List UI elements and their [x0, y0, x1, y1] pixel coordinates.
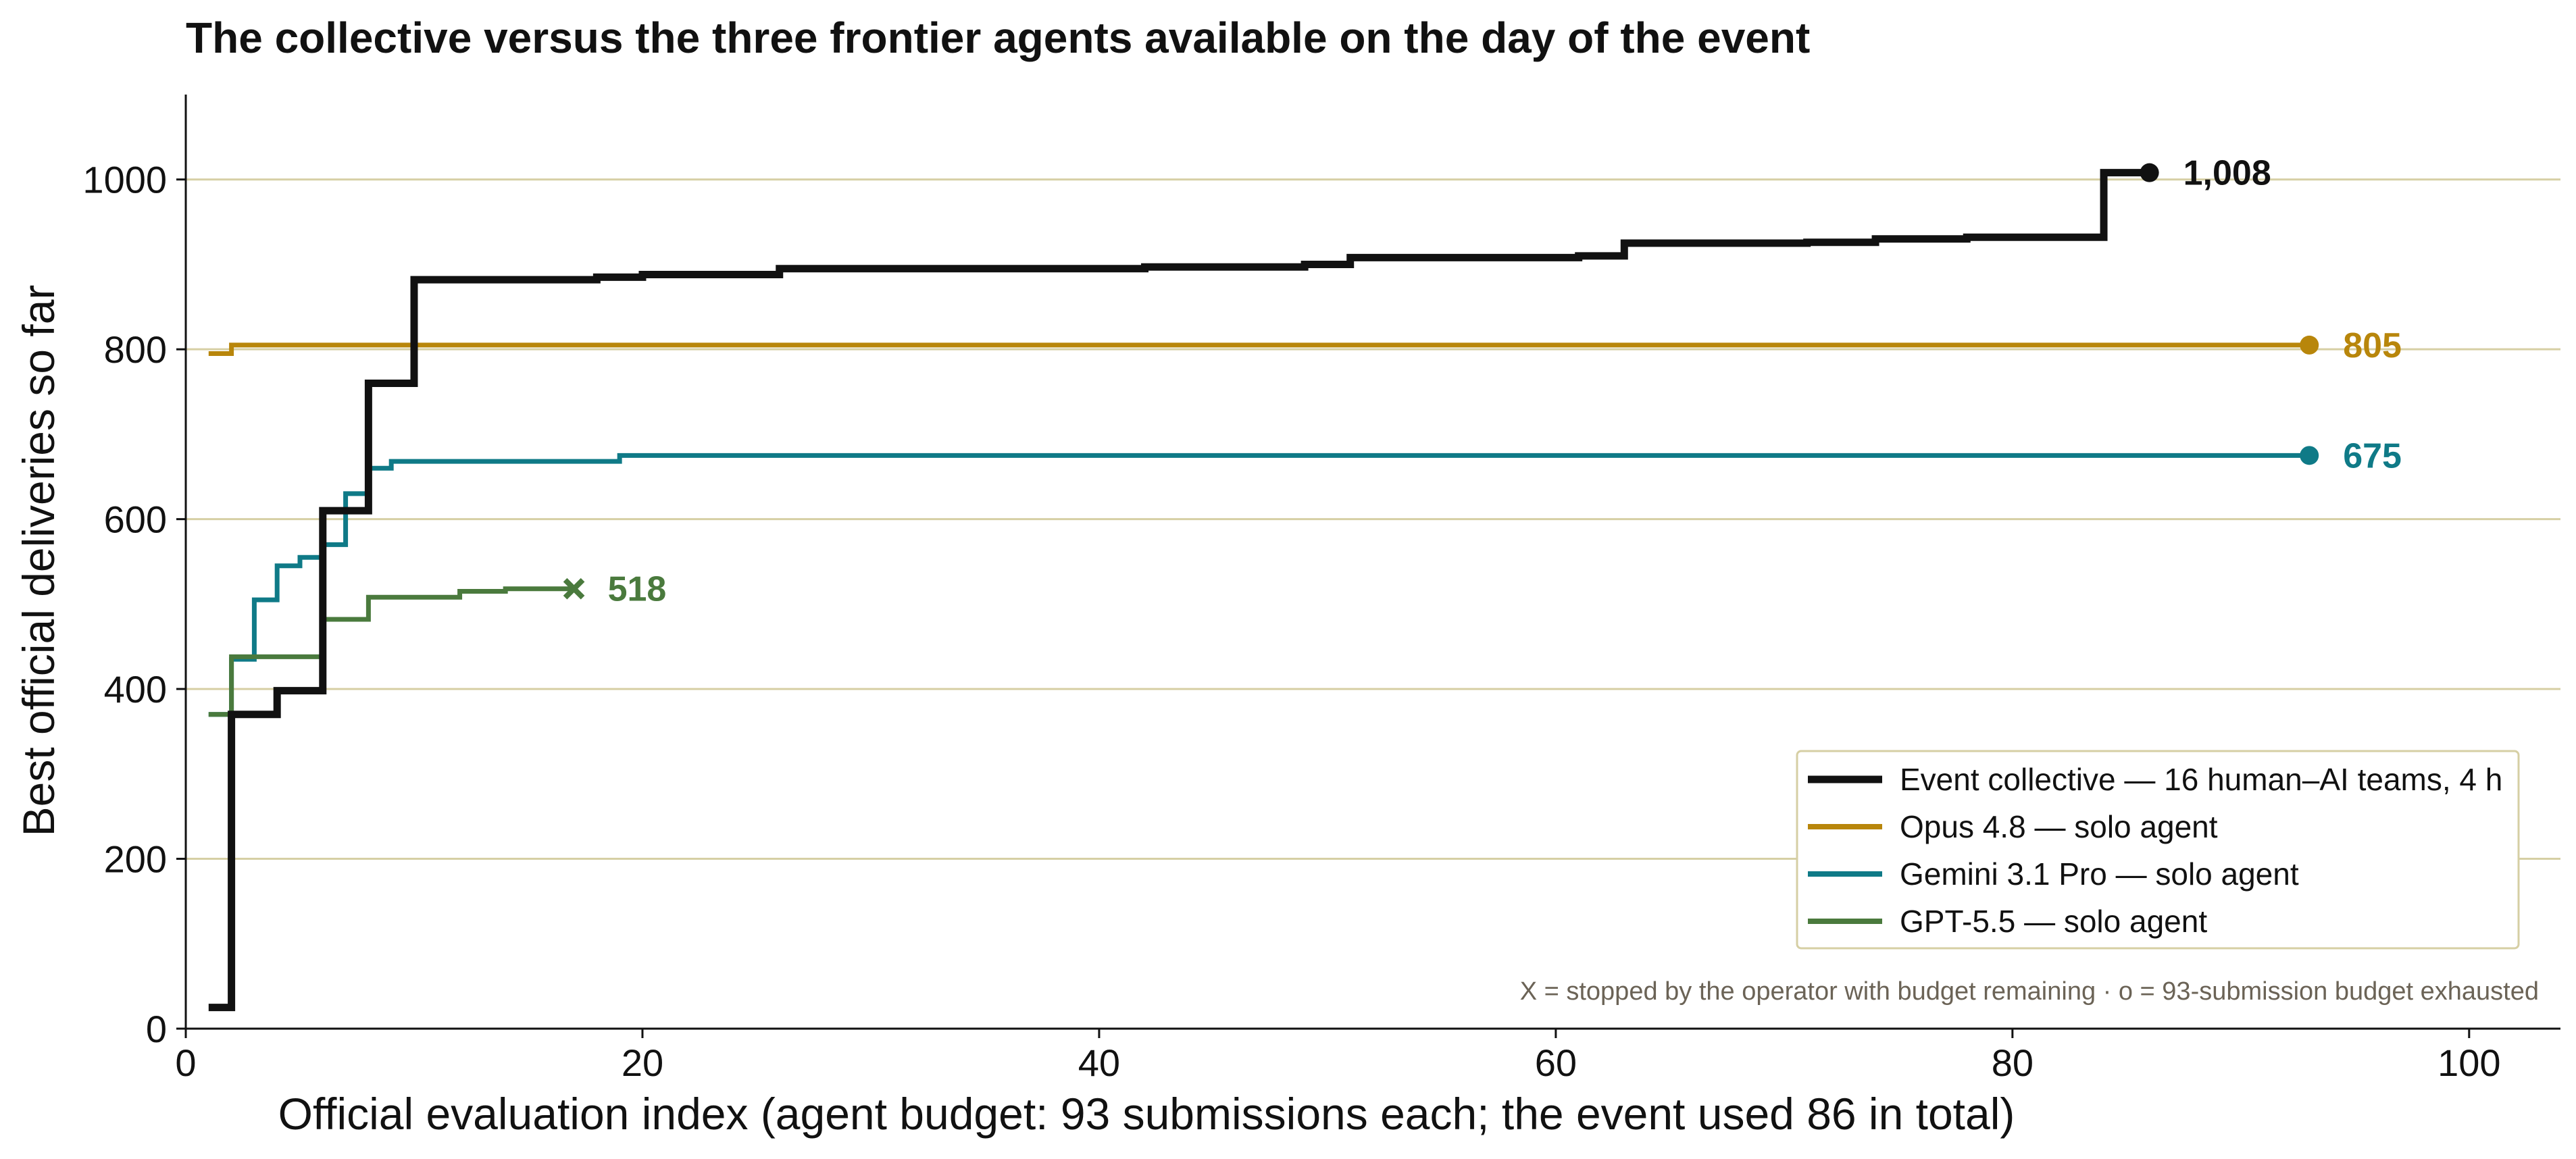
x-tick-label-100: 100 — [2438, 1041, 2500, 1084]
y-tick-label-400: 400 — [104, 668, 167, 711]
legend-label-1: Opus 4.8 — solo agent — [1900, 809, 2218, 844]
series-end-label-3: 518 — [608, 570, 667, 609]
series-line-2 — [208, 453, 2310, 717]
x-axis-label: Official evaluation index (agent budget:… — [278, 1089, 2015, 1139]
legend-frame — [1796, 750, 2520, 950]
y-tick-label-800: 800 — [104, 328, 167, 371]
x-tick-label-60: 60 — [1535, 1041, 1577, 1084]
series-line-0 — [208, 169, 2150, 1012]
series-end-marker-3 — [563, 577, 585, 600]
legend-label-0: Event collective — 16 human–AI teams, 4 … — [1900, 762, 2502, 797]
series-line-1 — [208, 342, 2310, 356]
series-end-marker-2 — [2300, 446, 2319, 465]
y-tick-label-200: 200 — [104, 838, 167, 881]
y-tick-label-600: 600 — [104, 498, 167, 541]
y-tick-label-0: 0 — [146, 1008, 167, 1050]
series-end-label-2: 675 — [2343, 436, 2402, 475]
x-tick-label-0: 0 — [175, 1041, 196, 1084]
series-end-label-0: 1,008 — [2183, 154, 2271, 193]
chart-title: The collective versus the three frontier… — [186, 14, 1810, 62]
footnote: X = stopped by the operator with budget … — [1520, 977, 2539, 1006]
series-line-3 — [208, 586, 574, 717]
series-end-marker-1 — [2300, 335, 2319, 355]
legend: Event collective — 16 human–AI teams, 4 … — [1796, 750, 2520, 950]
series-end-marker-0 — [2140, 163, 2159, 182]
legend-label-2: Gemini 3.1 Pro — solo agent — [1900, 856, 2299, 892]
x-tick-label-40: 40 — [1078, 1041, 1120, 1084]
axis-layer: 0 200 400 600 800 1000 0 20 40 60 80 100 — [82, 95, 2560, 1084]
x-tick-label-80: 80 — [1992, 1041, 2034, 1084]
series-end-label-1: 805 — [2343, 326, 2402, 365]
series-layer: 805 675 518 1,008 — [208, 154, 2402, 1012]
legend-label-3: GPT-5.5 — solo agent — [1900, 904, 2207, 939]
y-axis-label: Best official deliveries so far — [14, 285, 64, 837]
x-tick-label-20: 20 — [622, 1041, 663, 1084]
y-tick-label-1000: 1000 — [82, 159, 167, 201]
